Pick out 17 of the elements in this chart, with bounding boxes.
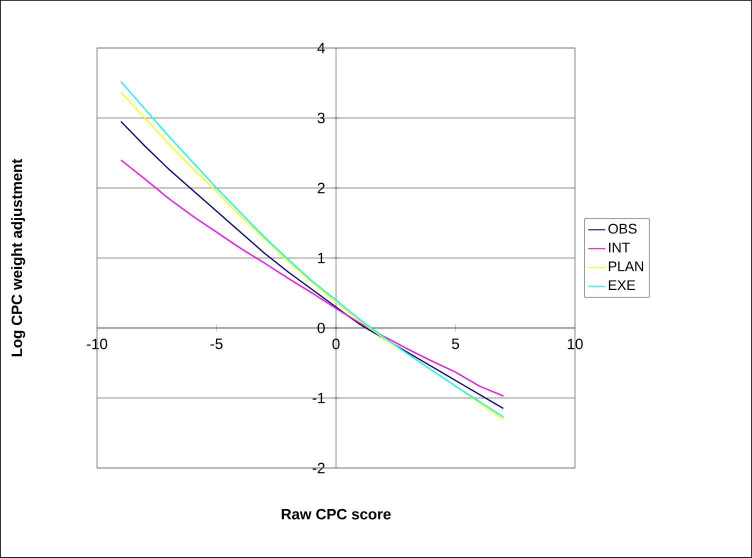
legend-label: INT: [609, 242, 630, 252]
x-tick-label: -5: [210, 338, 223, 350]
legend-label: EXE: [608, 280, 636, 290]
y-tick-label: 2: [318, 182, 325, 194]
x-tick-label: -10: [86, 338, 108, 350]
y-axis-title: Log CPC weight adjustment: [11, 158, 26, 356]
legend-label: OBS: [608, 224, 637, 234]
y-tick-label: 3: [318, 112, 325, 124]
y-tick-label: -2: [312, 462, 325, 474]
x-axis-title: Raw CPC score: [282, 508, 391, 520]
x-tick-label: 10: [568, 338, 583, 350]
y-tick-label: -1: [312, 392, 325, 404]
legend-label: PLAN: [608, 262, 644, 272]
y-tick-label: 1: [318, 252, 325, 264]
x-tick-label: 0: [332, 338, 340, 350]
x-tick-label: 5: [452, 338, 460, 350]
y-tick-label: 4: [317, 42, 325, 54]
